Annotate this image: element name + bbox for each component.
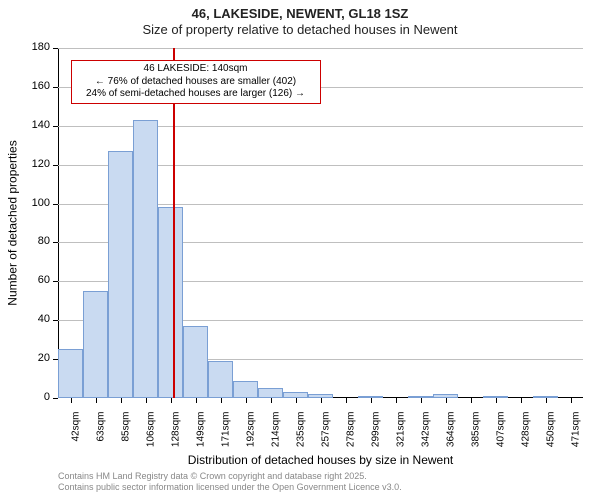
attribution-line1: Contains HM Land Registry data © Crown c… — [58, 471, 367, 481]
chart-root: 46, LAKESIDE, NEWENT, GL18 1SZ Size of p… — [0, 0, 600, 500]
x-tick — [471, 398, 472, 403]
x-tick-label: 471sqm — [570, 412, 581, 457]
x-tick — [546, 398, 547, 403]
x-tick-label: 321sqm — [395, 412, 406, 457]
plot-area: 020406080100120140160180 46 LAKESIDE: 14… — [58, 48, 583, 398]
chart-title: 46, LAKESIDE, NEWENT, GL18 1SZ Size of p… — [0, 6, 600, 39]
x-tick-label: 342sqm — [420, 412, 431, 457]
x-tick — [371, 398, 372, 403]
x-tick-label: 149sqm — [195, 412, 206, 457]
bar — [233, 381, 258, 399]
bar — [258, 388, 283, 398]
annot-line2: ← 76% of detached houses are smaller (40… — [95, 76, 296, 87]
x-tick — [571, 398, 572, 403]
x-tick-label: 85sqm — [120, 412, 131, 457]
x-tick — [521, 398, 522, 403]
bar — [183, 326, 208, 398]
x-tick-label: 235sqm — [295, 412, 306, 457]
annot-line1: 46 LAKESIDE: 140sqm — [144, 63, 248, 74]
x-tick — [171, 398, 172, 403]
attribution: Contains HM Land Registry data © Crown c… — [58, 471, 402, 494]
x-tick — [296, 398, 297, 403]
x-tick-label: 42sqm — [70, 412, 81, 457]
title-line1: 46, LAKESIDE, NEWENT, GL18 1SZ — [192, 6, 409, 21]
bar — [58, 349, 83, 398]
title-line2: Size of property relative to detached ho… — [142, 22, 457, 37]
x-tick-labels: 42sqm63sqm85sqm106sqm128sqm149sqm171sqm1… — [58, 398, 583, 453]
bar — [108, 151, 133, 398]
x-tick — [396, 398, 397, 403]
x-tick-label: 214sqm — [270, 412, 281, 457]
x-tick-label: 364sqm — [445, 412, 456, 457]
x-tick — [496, 398, 497, 403]
annot-line3: 24% of semi-detached houses are larger (… — [86, 88, 305, 99]
bar — [158, 207, 183, 398]
x-tick — [96, 398, 97, 403]
x-tick-label: 106sqm — [145, 412, 156, 457]
x-tick-label: 63sqm — [95, 412, 106, 457]
bar — [83, 291, 108, 398]
x-tick — [246, 398, 247, 403]
bar — [133, 120, 158, 398]
x-tick-label: 128sqm — [170, 412, 181, 457]
x-tick-label: 278sqm — [345, 412, 356, 457]
y-axis-label-wrap: Number of detached properties — [4, 48, 22, 398]
x-tick-label: 192sqm — [245, 412, 256, 457]
x-tick — [221, 398, 222, 403]
x-tick — [421, 398, 422, 403]
x-axis-label: Distribution of detached houses by size … — [58, 453, 583, 467]
x-tick-label: 407sqm — [495, 412, 506, 457]
y-axis-line — [58, 48, 59, 398]
grid-line — [58, 48, 583, 49]
x-tick-label: 385sqm — [470, 412, 481, 457]
x-tick — [446, 398, 447, 403]
annotation-box: 46 LAKESIDE: 140sqm ← 76% of detached ho… — [71, 60, 321, 104]
x-tick-label: 257sqm — [320, 412, 331, 457]
x-tick — [196, 398, 197, 403]
bar — [208, 361, 233, 398]
x-tick-label: 450sqm — [545, 412, 556, 457]
x-tick — [121, 398, 122, 403]
y-axis-label: Number of detached properties — [6, 140, 20, 305]
attribution-line2: Contains public sector information licen… — [58, 482, 402, 492]
x-tick — [271, 398, 272, 403]
x-tick — [71, 398, 72, 403]
x-tick — [346, 398, 347, 403]
x-tick — [146, 398, 147, 403]
x-tick — [321, 398, 322, 403]
x-tick-label: 171sqm — [220, 412, 231, 457]
x-tick-label: 428sqm — [520, 412, 531, 457]
x-tick-label: 299sqm — [370, 412, 381, 457]
